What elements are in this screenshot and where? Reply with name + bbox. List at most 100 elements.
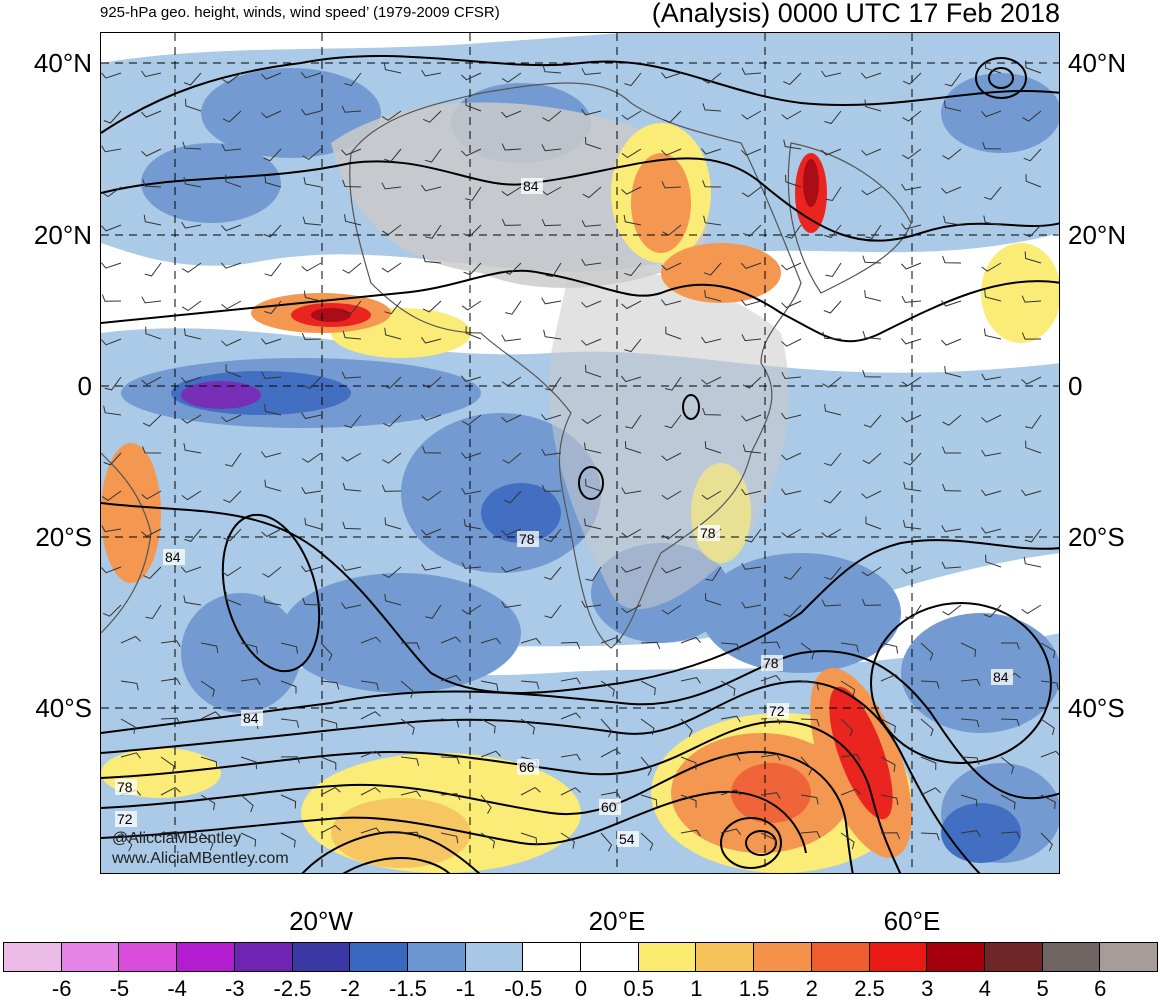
contour-label: 84 [993, 669, 1009, 685]
wind-barb [981, 373, 1002, 381]
colorbar-tick-label: -1.5 [388, 976, 427, 1001]
wind-barb [103, 405, 122, 416]
wind-barb [865, 516, 882, 530]
wind-barb [600, 748, 621, 758]
wind-barb [901, 262, 922, 270]
wind-barb [185, 98, 202, 112]
wind-barb [264, 479, 282, 492]
wind-barb [1040, 642, 1056, 659]
wind-barb [101, 490, 122, 502]
wind-barb [301, 487, 322, 494]
wind-barb [660, 299, 682, 306]
wind-barb [520, 718, 536, 735]
wind-barb [600, 832, 613, 852]
wind-barb [344, 72, 362, 87]
wind-barb [260, 451, 282, 458]
lat-label-40n-right: 40°N [1068, 48, 1127, 78]
wind-barb [702, 103, 722, 112]
wind-barb [942, 604, 962, 616]
wind-barb [463, 262, 482, 276]
wind-barb [541, 413, 562, 421]
wind-barb [941, 561, 962, 569]
wind-barb [1025, 60, 1042, 74]
wind-barb [861, 148, 882, 156]
lon-label-20e: 20°E [588, 906, 646, 936]
wind-barb [420, 184, 442, 192]
wind-barb [225, 174, 242, 188]
wind-barb [942, 414, 962, 426]
wind-barb [360, 680, 379, 691]
wind-barb [783, 139, 802, 150]
wind-barb [384, 593, 402, 606]
wind-barb [360, 750, 381, 758]
height-contours [101, 55, 1059, 873]
lat-label-40s-right: 40°S [1068, 693, 1125, 723]
wind-barb [542, 110, 562, 122]
contour-label: 84 [165, 549, 181, 565]
wind-barb [120, 680, 139, 691]
wind-barb [280, 718, 300, 728]
wind-barb [862, 330, 882, 340]
wind-barb [1040, 718, 1055, 736]
wind-barb [862, 255, 882, 264]
wind-barb [382, 452, 402, 464]
wind-barb [342, 179, 362, 188]
wind-barb [422, 300, 442, 313]
wind-barb [901, 566, 922, 574]
wind-barb [582, 186, 602, 199]
wind-barb [1022, 110, 1042, 122]
wind-barb [640, 680, 656, 696]
wind-barb [461, 561, 482, 569]
wind-barb [181, 262, 202, 273]
wind-barb [280, 680, 297, 694]
wind-barb [560, 753, 581, 761]
wind-barb [821, 599, 842, 607]
wind-barb [840, 718, 854, 737]
wind-barb [600, 791, 621, 799]
colorbar-tick-label: 5 [1036, 976, 1049, 1001]
wind-barb [862, 369, 882, 378]
colorbar-cell [176, 942, 235, 972]
wind-barb [960, 756, 980, 765]
lat-label-20n-left: 20°N [33, 220, 92, 250]
wind-barb [545, 376, 562, 391]
wind-barb [840, 832, 855, 850]
wind-barb [220, 262, 242, 269]
wind-barb [662, 528, 682, 540]
wind-barb [880, 832, 901, 840]
contour-label: 72 [117, 811, 133, 827]
wind-barb [1000, 756, 1015, 774]
wind-barb [824, 404, 842, 416]
wind-barb [1000, 831, 1021, 839]
wind-barb [702, 72, 722, 84]
wind-barb [760, 641, 781, 649]
wind-barb [101, 525, 122, 533]
colorbar-tick-label: -0.5 [504, 976, 543, 1001]
wind-barb [541, 144, 562, 152]
wind-barb [625, 414, 642, 429]
wind-barb [1040, 794, 1056, 810]
wind-barb [101, 145, 122, 153]
wind-barb [400, 790, 422, 798]
wind-barb [661, 262, 682, 271]
wind-barb [545, 262, 562, 278]
wind-barb [465, 98, 482, 112]
wind-barb [422, 110, 442, 123]
wind-barb [302, 148, 322, 160]
wind-barb [661, 566, 682, 574]
wind-barb [1000, 794, 1016, 810]
wind-barb [623, 214, 642, 226]
wind-barb [120, 635, 141, 644]
wind-barb [600, 718, 613, 738]
wind-barb [501, 414, 522, 423]
wind-barb [742, 444, 762, 454]
wind-barb [461, 604, 482, 615]
wind-barb [661, 452, 682, 462]
wind-barb [821, 528, 842, 538]
wind-barb [741, 186, 762, 198]
arabia-coastline [787, 142, 912, 294]
wind-barb [583, 518, 602, 530]
wind-barb [864, 99, 882, 112]
contour-label: 78 [519, 531, 535, 547]
wind-barb [501, 601, 522, 608]
